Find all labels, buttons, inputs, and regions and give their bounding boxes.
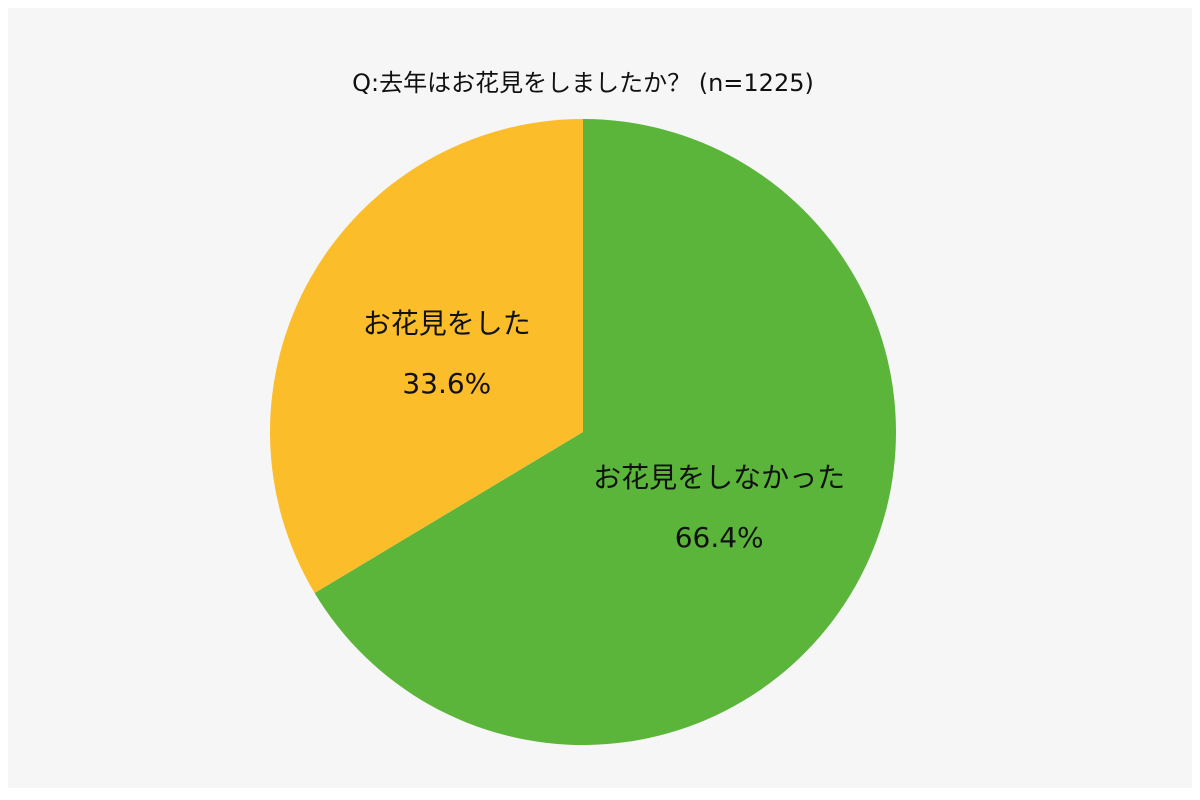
slice-label: お花見をしなかった	[593, 461, 845, 494]
pie-slice	[269, 119, 583, 594]
value-label: 33.6%	[402, 367, 491, 400]
value-label: 66.4%	[675, 521, 764, 554]
slice-label: お花見をした	[363, 307, 531, 340]
pie-slice	[314, 119, 897, 746]
chart-title: Q:去年はお花見をしましたか？ (n=1225)	[352, 69, 814, 97]
